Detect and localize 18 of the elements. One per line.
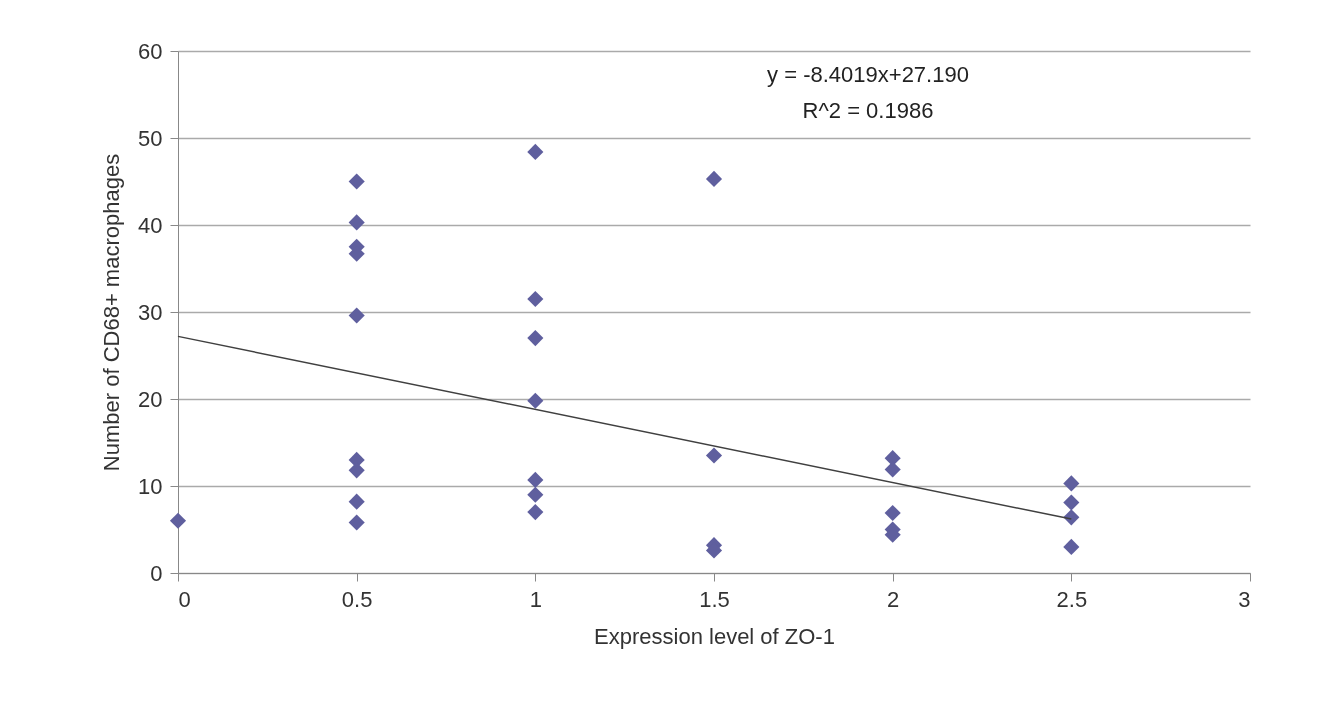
x-tick-label: 3 [1238, 586, 1251, 612]
x-tick-label: 0.5 [341, 586, 373, 612]
y-tick-label: 20 [138, 386, 163, 412]
x-tick-label: 2 [887, 586, 900, 612]
x-tick-label: 1 [529, 586, 542, 612]
y-tick-label: 30 [138, 299, 163, 325]
y-tick-label: 10 [138, 473, 163, 499]
x-tick-label: 1.5 [699, 586, 730, 612]
x-axis-title: Expression level of ZO-1 [594, 623, 835, 649]
y-tick-label: 50 [138, 125, 163, 151]
annotation: R^2 = 0.1986 [802, 98, 934, 123]
y-axis-title: Number of CD68+ macrophages [99, 153, 125, 472]
y-tick-label: 60 [138, 38, 163, 64]
y-tick-label: 0 [150, 560, 163, 586]
y-tick-label: 40 [138, 212, 163, 238]
annotation: y = -8.4019x+27.190 [767, 62, 969, 87]
x-tick-label: 2.5 [1056, 586, 1088, 612]
x-tick-label: 0 [178, 586, 191, 612]
